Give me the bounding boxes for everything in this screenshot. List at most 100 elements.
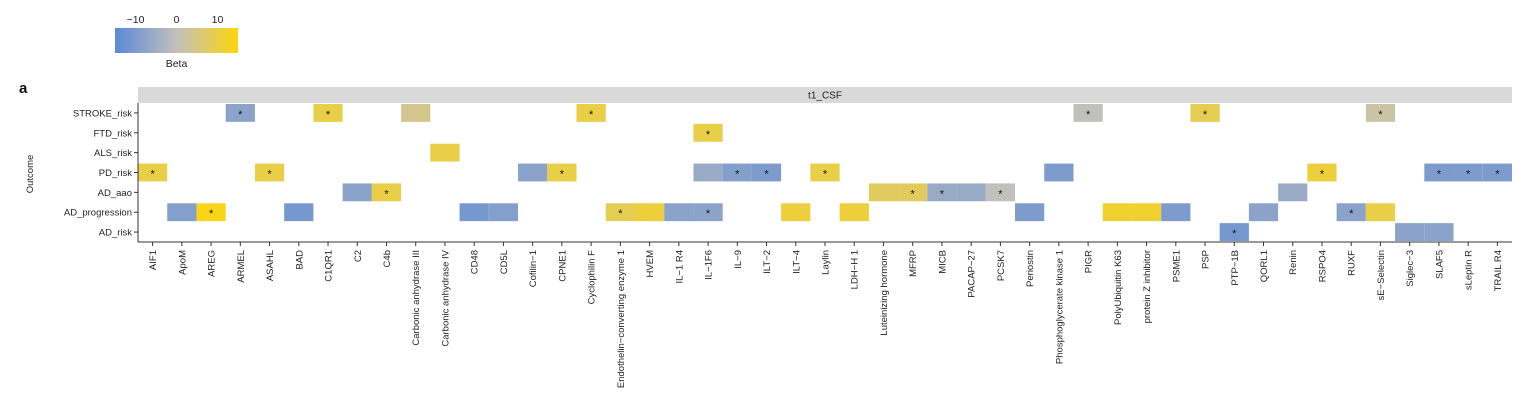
significance-star: *: [1086, 109, 1091, 121]
column-label-carbonic-anhydrase-iii: Carbonic anhydrase III: [411, 250, 422, 346]
column-label-cd48: CD48: [470, 250, 481, 274]
legend-colorbar: [115, 28, 238, 53]
color-legend: −10 0 10 Beta: [115, 14, 238, 70]
heatmap-cell-pd-risk-phosphoglycerate-kinase-1: [1044, 163, 1074, 182]
heatmap-cell-ad-aao-mfrp: [898, 183, 928, 202]
significance-star: *: [560, 169, 565, 181]
column-label-c2: C2: [353, 250, 364, 262]
heatmap-cell-ad-aao-luteinizing-hormone: [868, 183, 899, 202]
heatmap-cell-pd-risk-asahl: [254, 163, 285, 182]
heatmap-cell-pd-risk-il-9: [722, 163, 752, 182]
column-label-qorl1: QORL1: [1259, 250, 1270, 282]
column-label-phosphoglycerate-kinase-1: Phosphoglycerate kinase 1: [1054, 250, 1065, 364]
significance-star: *: [326, 109, 331, 121]
significance-star: *: [764, 169, 769, 181]
significance-star: *: [209, 208, 214, 220]
column-label-mfrp: MFRP: [908, 250, 919, 277]
heatmap-cell-stroke-risk-armel: [225, 104, 255, 122]
heatmap-cell-ad-progression-se-selectin: [1365, 203, 1396, 222]
facet-strip: t1_CSF: [138, 87, 1512, 103]
heatmap-cell-pd-risk-cofilin-1: [518, 163, 548, 182]
column-label-pacap-27: PACAP−27: [967, 250, 978, 298]
column-label-asahl: ASAHL: [265, 250, 276, 281]
heatmap-cell-ad-progression-apom: [167, 203, 197, 222]
heatmap-cell-ad-progression-protein-z-inhibitor: [1131, 203, 1162, 222]
column-label-laylin: Laylin: [821, 250, 832, 275]
significance-star: *: [735, 169, 740, 181]
heatmap-cell-pd-risk-ilt-2: [751, 163, 782, 182]
row-label-pd-risk: PD_risk: [99, 168, 133, 179]
significance-star: *: [706, 129, 711, 141]
row-label-ad-risk: AD_risk: [99, 228, 133, 239]
column-label-armel: ARMEL: [236, 250, 247, 283]
significance-star: *: [1378, 109, 1383, 121]
column-label-ldh-h-1: LDH−H 1: [850, 250, 861, 289]
row-labels: STROKE_risk FTD_risk ALS_risk PD_risk AD_aao…: [64, 108, 138, 239]
heatmap-cell-pd-risk-sleptin-r: [1453, 163, 1483, 182]
legend-tick-label: 10: [212, 14, 224, 26]
heatmap-cell-ad-progression-bad: [284, 203, 314, 222]
heatmap-cell-pd-risk-aif1: [138, 163, 168, 182]
significance-star: *: [1437, 169, 1442, 181]
column-label-aif1: AIF1: [148, 250, 159, 270]
legend-title: Beta: [166, 58, 188, 70]
heatmap-cell-stroke-risk-pigr: [1073, 104, 1103, 122]
significance-star: *: [1320, 169, 1325, 181]
column-label-ilt-2: ILT−2: [762, 250, 773, 274]
heatmap-cell-stroke-risk-cyclophilin-f: [576, 104, 606, 122]
column-label-siglec-3: Siglec−3: [1405, 250, 1416, 287]
heatmap-cell-ad-risk-ptp-1b: [1219, 223, 1249, 241]
facet-strip-background: [138, 87, 1512, 103]
column-label-periostin: Periostin: [1025, 250, 1036, 287]
heatmap-cell-stroke-risk-se-selectin: [1365, 104, 1396, 122]
column-label-endothelin-converting-enzyme-1: Endothelin−converting enzyme 1: [616, 250, 627, 388]
legend-tick-label: 0: [174, 14, 180, 26]
column-label-polyubiquitin-k63: PolyUbiquitin K63: [1113, 250, 1124, 325]
heatmap-cell-stroke-risk-psp: [1190, 104, 1220, 122]
significance-star: *: [1232, 228, 1237, 240]
column-label-il-9: IL−9: [733, 250, 744, 269]
significance-star: *: [618, 208, 623, 220]
column-label-ptp-1b: PTP−1B: [1230, 250, 1241, 286]
heatmap-cells: * * * * * * * * * * * * * * * * * * * * * * * * * *: [138, 104, 1512, 241]
column-label-cofilin-1: Cofilin−1: [528, 250, 539, 287]
heatmap-cell-ad-aao-pacap-27: [956, 183, 986, 202]
column-labels: AIF1 ApoM AREG ARMEL ASAHL BAD C1QR1 C2 C4b Carbo…: [148, 242, 1504, 388]
column-label-ruxf: RUXF: [1347, 250, 1358, 276]
column-label-pcsk7: PCSK7: [996, 250, 1007, 281]
column-label-micb: MICB: [937, 250, 948, 274]
significance-star: *: [1495, 169, 1500, 181]
significance-star: *: [589, 109, 594, 121]
heatmap-cell-ad-risk-slaf5: [1424, 223, 1454, 241]
significance-star: *: [1466, 169, 1471, 181]
significance-star: *: [911, 188, 916, 200]
column-label-c4b: C4b: [382, 250, 393, 267]
heatmap-cell-pd-risk-laylin: [810, 163, 840, 182]
column-label-il-1-r4: IL−1 R4: [674, 250, 685, 284]
heatmap-cell-ad-progression-il-1f6: [693, 203, 723, 222]
column-label-pigr: PIGR: [1084, 250, 1095, 273]
column-label-renin: Renin: [1288, 250, 1299, 275]
heatmap-cell-ad-aao-c4b: [371, 183, 402, 202]
row-label-ftd-risk: FTD_risk: [93, 128, 132, 139]
row-label-ad-aao: AD_aao: [98, 188, 132, 199]
heatmap-cell-ad-progression-hvem: [634, 203, 665, 222]
heatmap-cell-ad-progression-cd5l: [488, 203, 519, 222]
column-label-psp: PSP: [1201, 250, 1212, 269]
heatmap-cell-stroke-risk-c1qr1: [313, 104, 343, 122]
significance-star: *: [1349, 208, 1354, 220]
heatmap-cell-pd-risk-cpne1: [547, 163, 577, 182]
y-axis-title: Outcome: [25, 155, 36, 194]
column-label-apom: ApoM: [177, 250, 188, 275]
column-label-trail-r4: TRAIL R4: [1493, 250, 1504, 291]
row-label-ad-progression: AD_progression: [64, 208, 132, 219]
legend-tick-label: −10: [127, 14, 145, 26]
facet-title: t1_CSF: [808, 91, 842, 102]
column-label-slaf5: SLAF5: [1434, 250, 1445, 279]
significance-star: *: [706, 208, 711, 220]
column-label-ilt-4: ILT−4: [791, 250, 802, 274]
heatmap-cell-ad-risk-siglec-3: [1395, 223, 1425, 241]
column-label-il-1f6: IL−1F6: [704, 250, 715, 280]
column-label-areg: AREG: [207, 250, 218, 277]
column-label-se-selectin: sE−Selectin: [1376, 250, 1387, 300]
